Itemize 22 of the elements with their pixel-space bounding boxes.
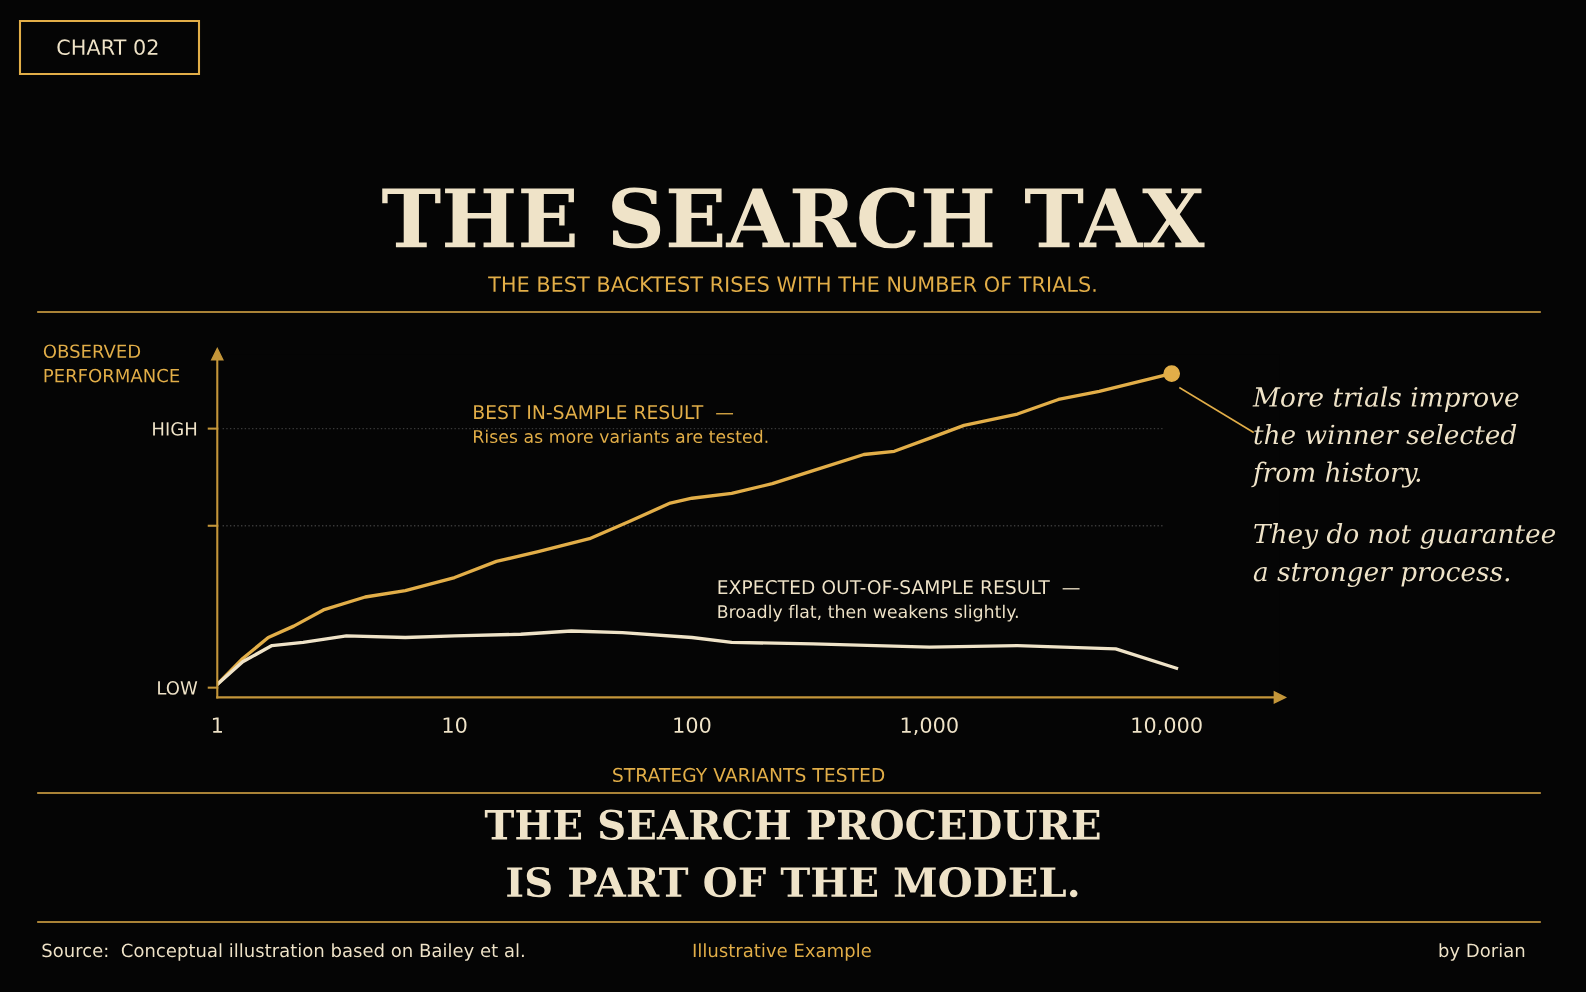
- chart-title: THE SEARCH TAX: [382, 187, 1205, 249]
- x-tick-label: 100: [674, 717, 711, 733]
- annotation: Rises as more variants are tested.: [474, 429, 768, 444]
- chart-subtitle: THE BEST BACKTEST RISES WITH THE NUMBER OF TRIALS.: [488, 276, 1096, 293]
- annotation: Broadly flat, then weakens slightly.: [718, 604, 1018, 622]
- text: Illustrative Example: [693, 943, 871, 961]
- text: BEST IN-SAMPLE RESULT —: [474, 404, 734, 420]
- x-tick-label: 1: [212, 717, 222, 733]
- text: THE SEARCH PROCEDURE IS PART OF THE MODEL.: [484, 809, 1100, 898]
- caption: CHART 02: [57, 39, 158, 56]
- text: by Dorian: [1439, 943, 1525, 961]
- ref-line-label: LOW: [158, 681, 198, 695]
- source-note: Source: Conceptual illustration based on Bailey et al.: [42, 943, 524, 961]
- x-axis-title: STRATEGY VARIANTS TESTED: [613, 767, 885, 783]
- x-tick-label: 1,000: [901, 717, 958, 736]
- x-tick-label: 10,000: [1132, 717, 1202, 736]
- ref-line-label: HIGH: [153, 422, 197, 436]
- annotation: They do not guarantee a stronger process.: [1253, 523, 1556, 587]
- annotation: More trials improve the winner selected from history.: [1251, 386, 1519, 488]
- x-tick-label: 10: [443, 717, 467, 733]
- text: EXPECTED OUT-OF-SAMPLE RESULT —: [718, 580, 1080, 595]
- y-axis-title: OBSERVED PERFORMANCE: [43, 344, 180, 383]
